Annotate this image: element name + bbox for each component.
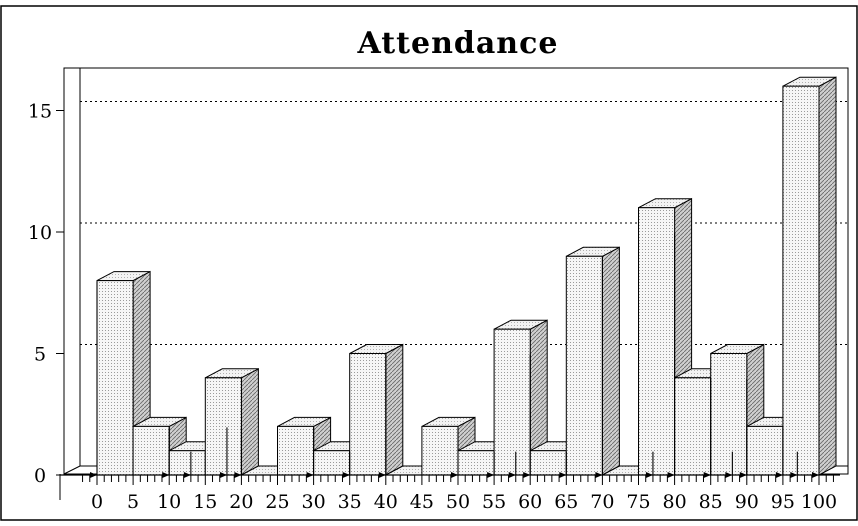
bar-front	[204, 377, 242, 476]
bar	[782, 76, 837, 476]
bar-front	[782, 85, 820, 476]
bar	[349, 343, 404, 476]
bar	[204, 367, 259, 476]
x-tick-label: 30	[302, 491, 326, 513]
y-tick-label: 5	[34, 344, 46, 366]
y-tick-label: 10	[28, 222, 52, 244]
x-tick-label: 60	[518, 491, 542, 513]
bar-front	[565, 255, 603, 476]
x-tick-label: 25	[265, 491, 289, 513]
x-tick-label: 50	[446, 491, 470, 513]
chart-title: Attendance	[357, 26, 559, 61]
bar-front	[710, 353, 748, 476]
x-tick-label: 5	[127, 491, 139, 513]
bar-front	[313, 450, 351, 476]
x-tick-label: 90	[735, 491, 759, 513]
x-tick-label: 20	[229, 491, 253, 513]
x-tick-label: 100	[801, 491, 837, 513]
x-tick-label: 80	[663, 491, 687, 513]
bar-front	[421, 425, 459, 476]
bar-front	[168, 450, 206, 476]
bar-front	[457, 450, 495, 476]
bar-front	[529, 450, 567, 476]
bar-side	[240, 367, 259, 476]
bar-side	[818, 76, 837, 476]
x-tick-label: 95	[771, 491, 795, 513]
bar-front	[96, 280, 134, 476]
x-tick-label: 10	[157, 491, 181, 513]
bar	[493, 319, 548, 476]
grid-lines	[80, 101, 848, 345]
bar-front	[638, 207, 676, 476]
x-tick-label: 55	[482, 491, 506, 513]
bar-front	[746, 425, 784, 476]
x-tick-label: 0	[91, 491, 103, 513]
x-tick-label: 15	[193, 491, 217, 513]
x-tick-label: 65	[554, 491, 578, 513]
bar-front	[132, 425, 170, 476]
bar-side	[601, 246, 620, 476]
bar-side	[385, 343, 404, 476]
x-tick-label: 35	[338, 491, 362, 513]
bar-front	[493, 328, 531, 476]
y-tick-label: 0	[34, 465, 46, 487]
bar-front	[674, 377, 712, 476]
x-tick-label: 45	[410, 491, 434, 513]
impulses-layer	[90, 111, 820, 478]
x-tick-label: 85	[699, 491, 723, 513]
bar-front	[349, 353, 387, 476]
x-tick-label: 75	[626, 491, 650, 513]
x-tick-label: 70	[590, 491, 614, 513]
bar	[565, 246, 620, 476]
y-tick-label: 15	[28, 101, 52, 123]
bar-front	[277, 425, 315, 476]
y-axis: 0 5 10 15	[28, 101, 64, 487]
x-axis: 0 5 10 15 20 25 30 35 40 45 50 55 60 65 70 75 80 85 90 95 10…	[60, 474, 840, 513]
x-tick-label: 40	[374, 491, 398, 513]
